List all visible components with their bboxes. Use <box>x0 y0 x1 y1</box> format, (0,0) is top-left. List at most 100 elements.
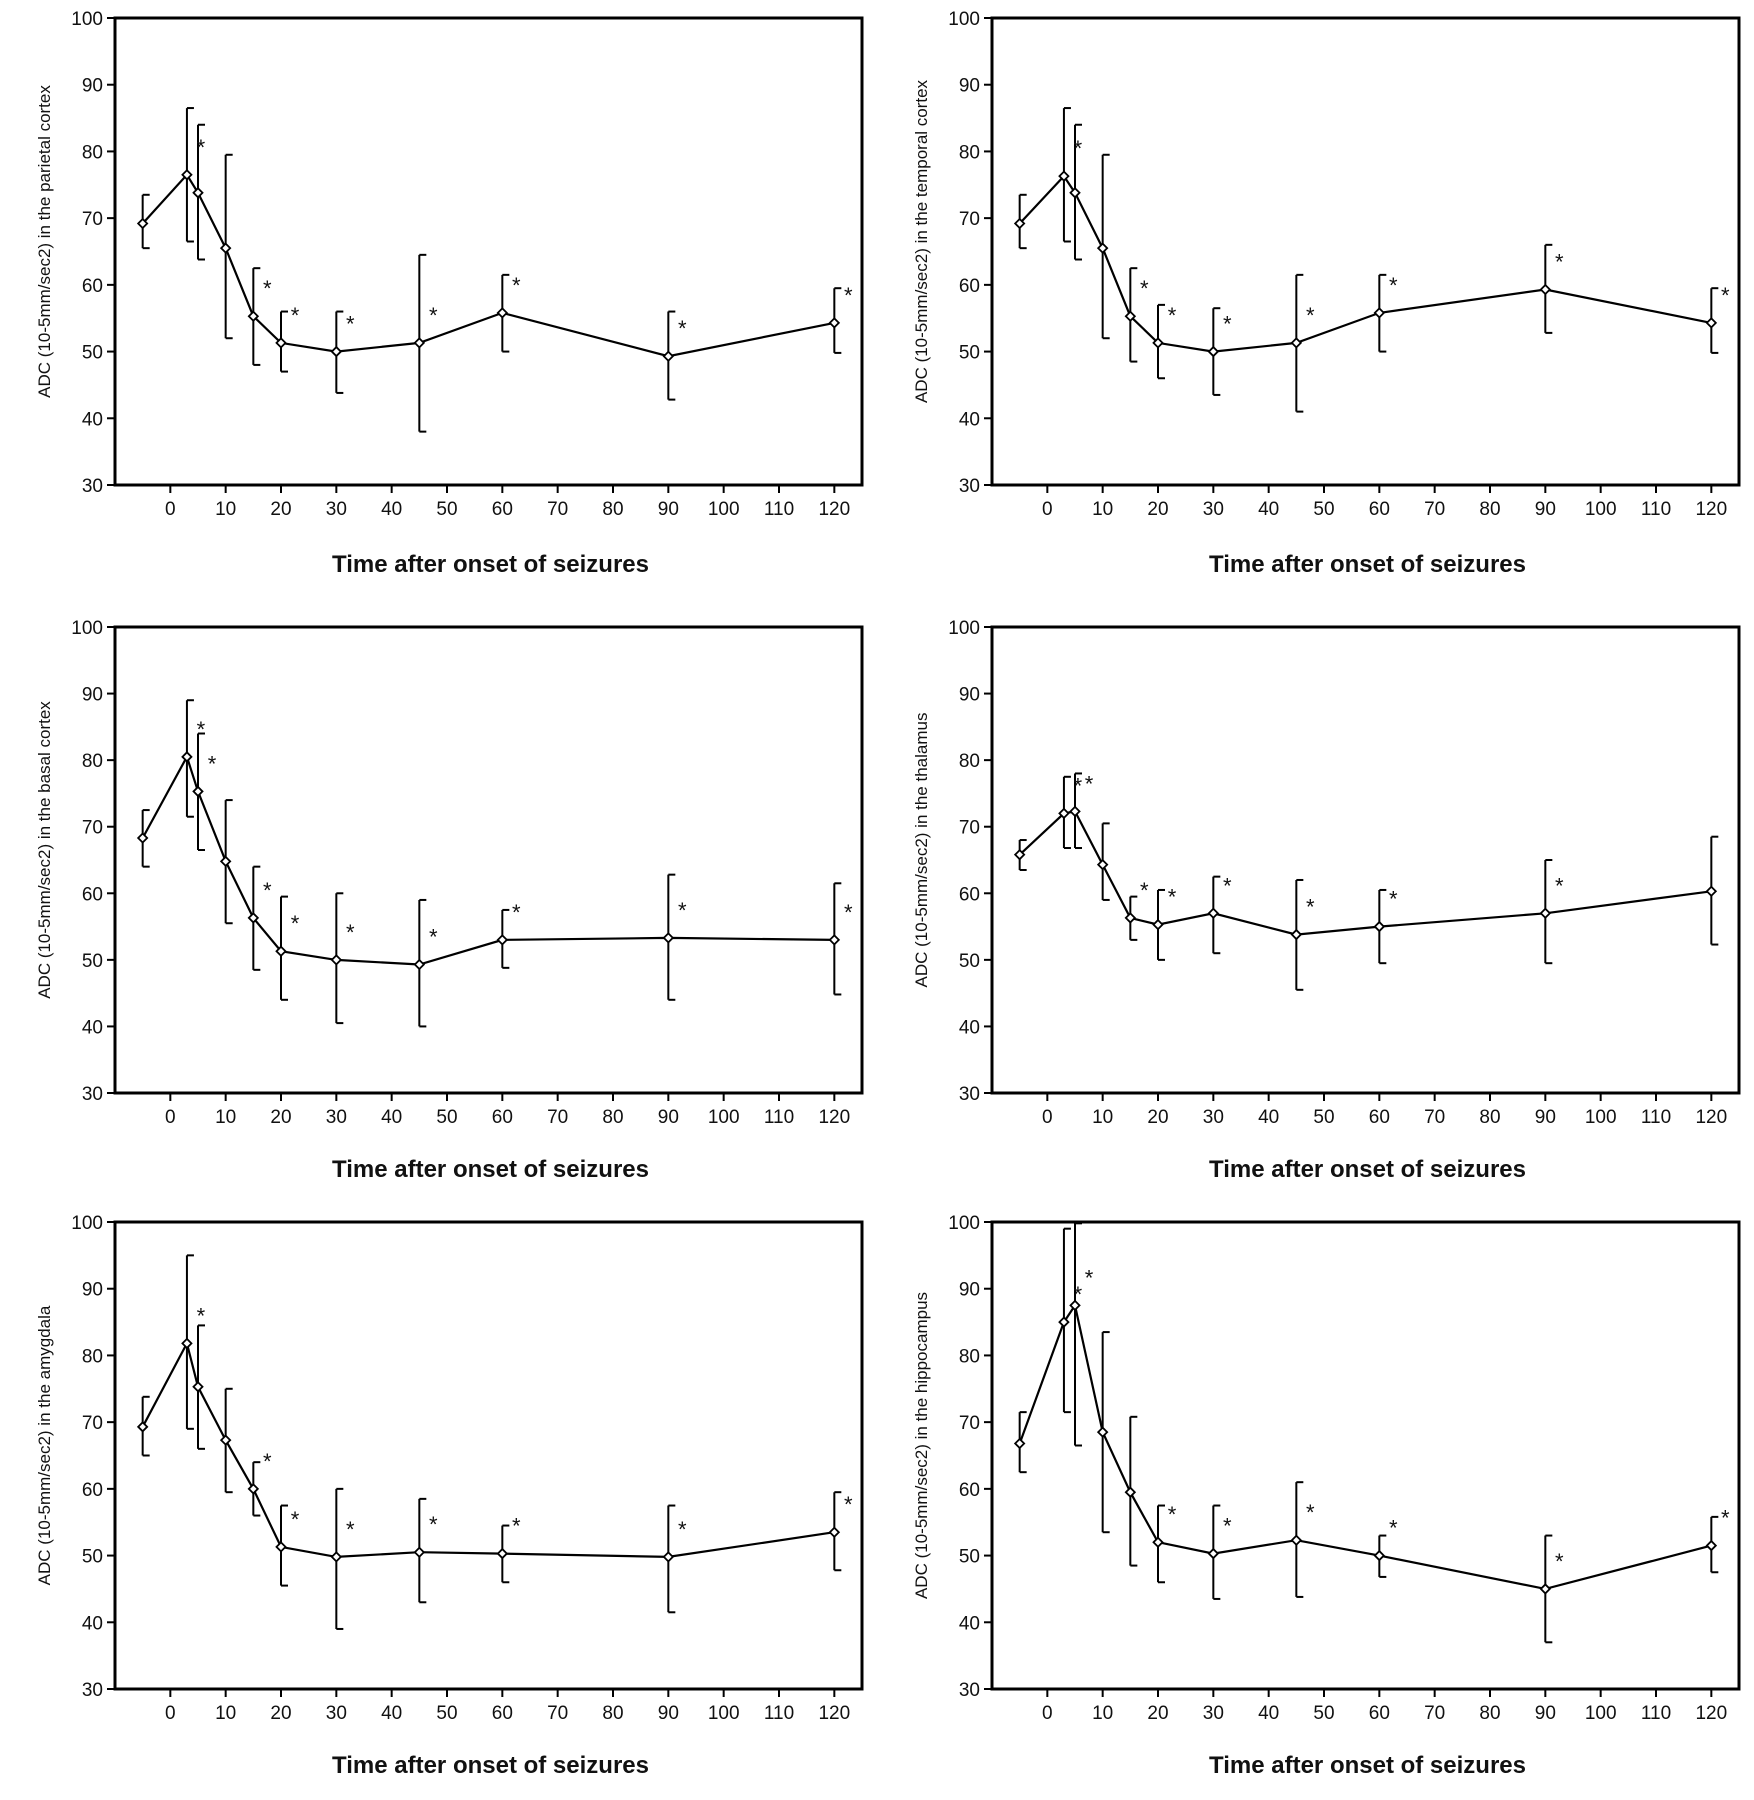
x-tick-label: 30 <box>1203 1107 1224 1128</box>
y-tick-label: 70 <box>82 818 103 839</box>
y-tick-label: 90 <box>82 76 103 97</box>
y-axis-label: ADC (10-5mm/sec2) in the parietal cortex <box>35 85 54 398</box>
x-tick-label: 10 <box>1092 1107 1113 1128</box>
significance-star: * <box>346 920 355 945</box>
plot-frame <box>990 625 1741 1095</box>
data-point-marker <box>1124 310 1137 322</box>
x-tick-label: 0 <box>1042 499 1053 520</box>
data-point-marker <box>1096 1426 1109 1438</box>
x-tick-label: 20 <box>270 499 291 520</box>
data-point-marker <box>247 912 260 924</box>
data-point-marker <box>330 1551 343 1563</box>
x-tick-label: 110 <box>1641 1107 1671 1128</box>
significance-star: * <box>1306 303 1315 328</box>
significance-star: * <box>429 303 438 328</box>
chart-panel-amygdala: 30 40 50 60 70 80 90 100 0 10 20 30 40 50 60 70 80 90 100 1… <box>0 1200 877 1800</box>
significance-star: * <box>1389 273 1398 298</box>
y-tick-label: 40 <box>82 409 103 430</box>
x-tick-label: 60 <box>492 1703 513 1724</box>
x-tick-label: 90 <box>1535 499 1556 520</box>
x-tick-label: 120 <box>1695 499 1727 520</box>
y-tick-label: 80 <box>82 1346 103 1367</box>
data-point-marker <box>1058 807 1070 820</box>
significance-star: * <box>1555 1549 1564 1574</box>
y-tick-label: 40 <box>959 409 980 430</box>
significance-star: * <box>429 925 438 950</box>
x-tick-label: 0 <box>165 1703 176 1724</box>
data-point-marker <box>1705 1539 1718 1552</box>
y-tick-label: 100 <box>948 618 980 639</box>
y-tick-label: 50 <box>82 1547 103 1568</box>
x-tick-label: 110 <box>764 1107 794 1128</box>
data-point-marker <box>496 934 509 946</box>
y-tick-label: 70 <box>82 209 103 230</box>
significance-star: * <box>678 1517 687 1542</box>
chart-panel-parietal-cortex: 30 40 50 60 70 80 90 100 0 10 20 30 40 50 60 70 80 90 100 1… <box>0 0 877 600</box>
y-tick-label: 100 <box>71 9 103 30</box>
x-axis-label: Time after onset of seizures <box>332 551 649 578</box>
x-tick-label: 120 <box>818 1703 850 1724</box>
x-tick-label: 20 <box>270 1703 291 1724</box>
significance-star: * <box>346 312 355 337</box>
data-point-marker <box>330 345 343 358</box>
data-point-marker <box>192 187 204 199</box>
x-tick-label: 90 <box>1535 1107 1556 1128</box>
significance-star: * <box>346 1517 355 1542</box>
x-tick-label: 60 <box>492 499 513 520</box>
significance-star: * <box>678 316 687 341</box>
y-tick-label: 60 <box>82 276 103 297</box>
x-axis-label: Time after onset of seizures <box>1209 551 1526 578</box>
significance-star: * <box>1721 283 1730 308</box>
y-tick-label: 50 <box>959 343 980 364</box>
significance-star: * <box>1223 1514 1232 1539</box>
x-tick-label: 70 <box>547 1703 568 1724</box>
x-tick-label: 80 <box>602 499 623 520</box>
data-point-marker <box>1290 928 1303 941</box>
x-tick-label: 70 <box>547 1107 568 1128</box>
x-axis-label: Time after onset of seizures <box>332 1156 649 1183</box>
data-point-marker <box>1013 848 1026 861</box>
x-tick-label: 120 <box>1695 1107 1727 1128</box>
data-point-marker <box>413 1546 426 1559</box>
y-axis-label: ADC (10-5mm/sec2) in the amygdala <box>35 1305 54 1585</box>
x-tick-label: 0 <box>165 1107 176 1128</box>
chart-svg: 30 40 50 60 70 80 90 100 0 10 20 30 40 50 60 70 80 90 100 1… <box>912 9 1741 578</box>
chart-panel-hippocampus: 30 40 50 60 70 80 90 100 0 10 20 30 40 50 60 70 80 90 100 1… <box>877 1200 1754 1800</box>
x-tick-label: 30 <box>326 1703 347 1724</box>
data-point-marker <box>1152 337 1164 349</box>
significance-star: * <box>197 1303 206 1328</box>
data-point-marker <box>413 958 426 971</box>
x-tick-label: 10 <box>215 1703 236 1724</box>
data-point-marker <box>247 1483 260 1495</box>
plot-frame <box>990 1220 1741 1691</box>
x-tick-label: 20 <box>270 1107 291 1128</box>
data-point-marker <box>1705 317 1718 329</box>
significance-star: * <box>1085 771 1094 796</box>
significance-star: * <box>1389 887 1398 912</box>
data-point-marker <box>1207 1547 1220 1560</box>
data-point-marker <box>1207 345 1220 358</box>
x-tick-label: 100 <box>708 499 740 520</box>
y-tick-label: 30 <box>959 1680 980 1701</box>
x-tick-label: 110 <box>764 499 794 520</box>
data-point-marker <box>1152 918 1164 931</box>
significance-star: * <box>844 900 853 925</box>
significance-star: * <box>512 1514 521 1539</box>
y-tick-label: 90 <box>959 685 980 706</box>
data-point-marker <box>192 785 204 798</box>
y-tick-label: 50 <box>959 951 980 972</box>
data-point-marker <box>413 337 426 349</box>
significance-star: * <box>1223 312 1232 337</box>
x-tick-label: 40 <box>381 499 402 520</box>
significance-star: * <box>291 1507 300 1532</box>
x-tick-label: 10 <box>1092 499 1113 520</box>
significance-star: * <box>1168 1502 1177 1527</box>
data-point-marker <box>275 945 287 957</box>
y-tick-label: 100 <box>948 9 980 30</box>
data-point-marker <box>1539 283 1552 296</box>
y-tick-label: 60 <box>959 884 980 905</box>
data-point-marker <box>1124 912 1137 924</box>
significance-star: * <box>197 717 206 742</box>
plot-frame <box>990 16 1741 487</box>
x-tick-label: 40 <box>381 1703 402 1724</box>
